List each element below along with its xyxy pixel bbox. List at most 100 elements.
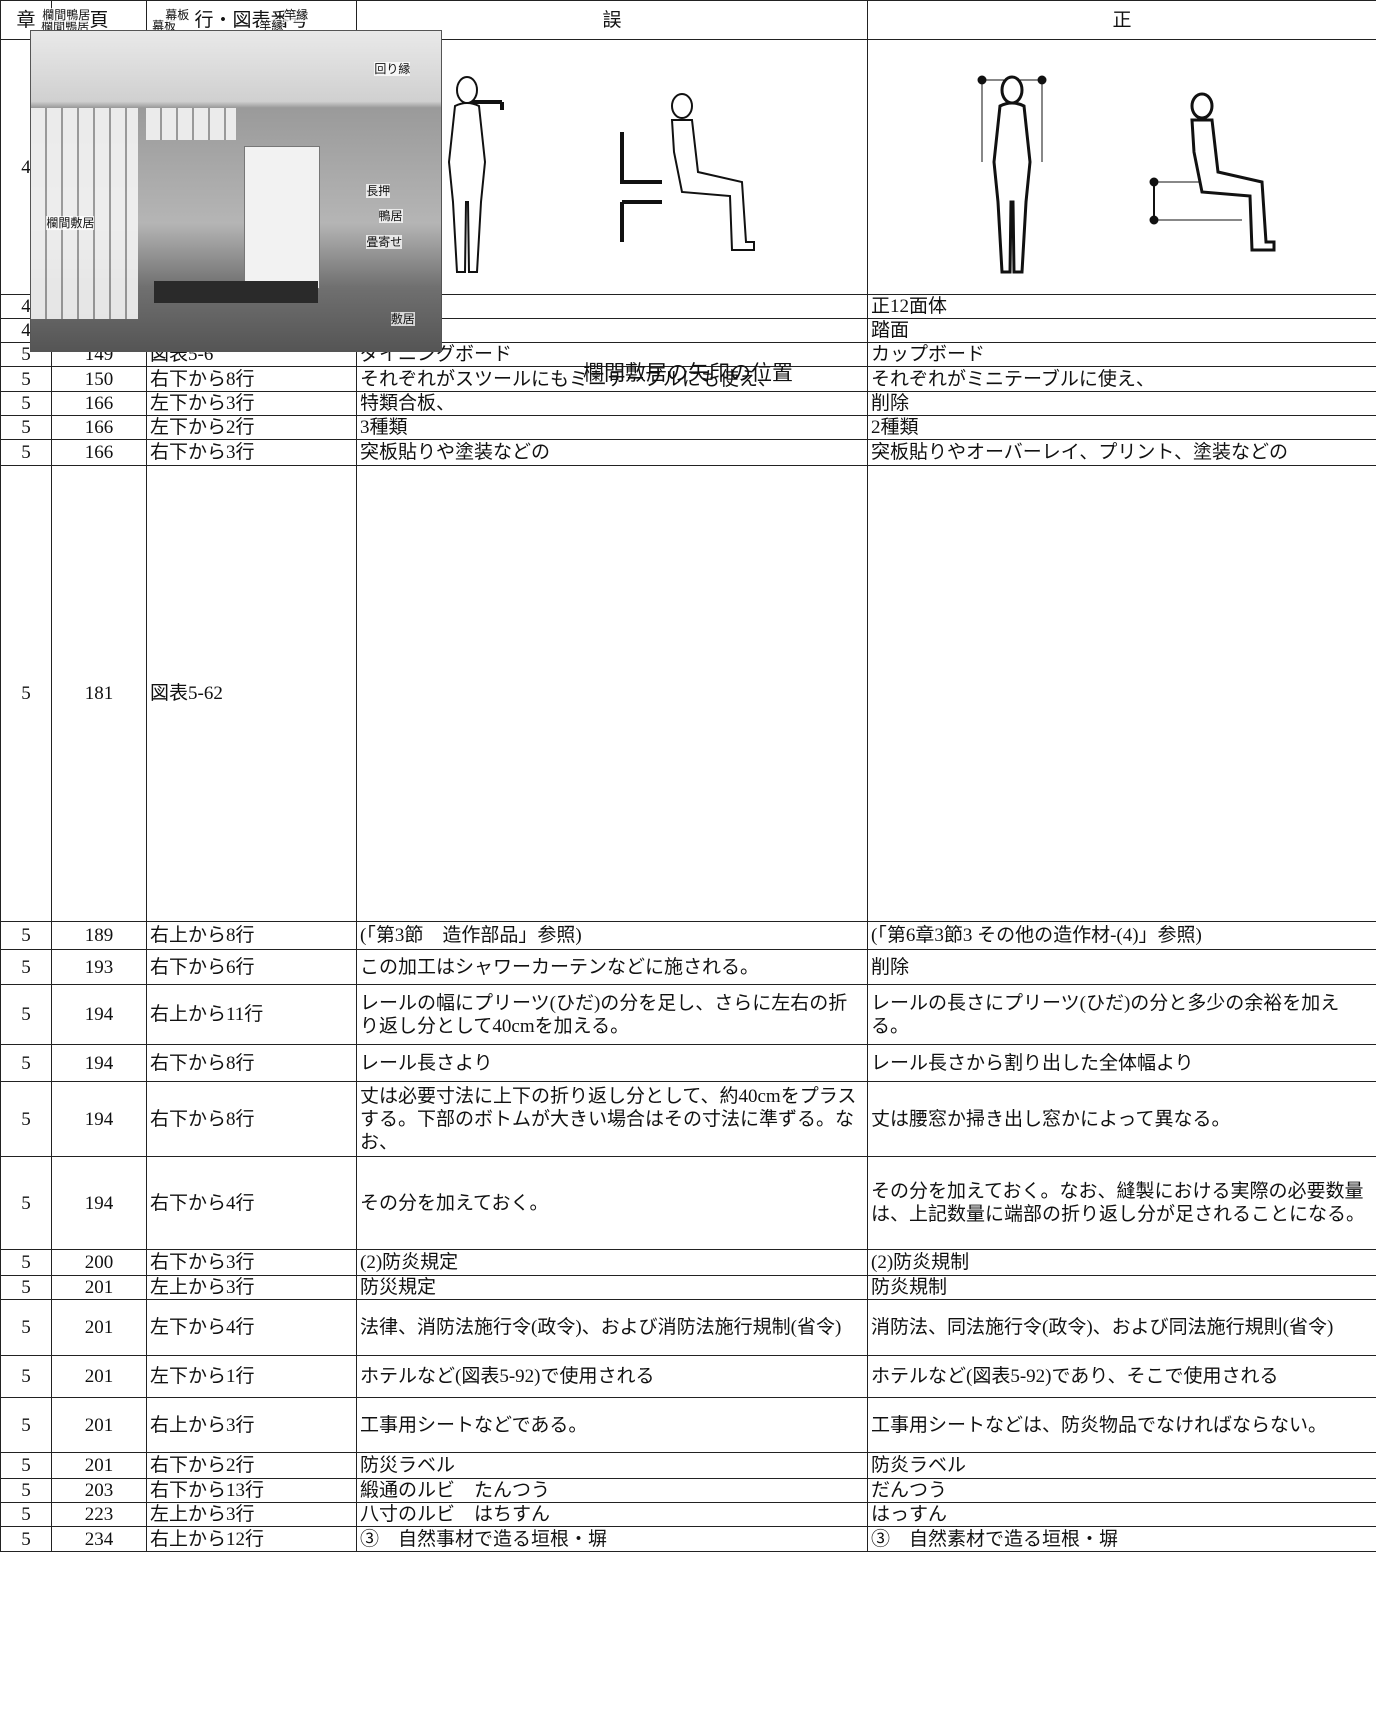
line-cell: 左下から2行 xyxy=(146,415,357,440)
wrong-cell: 防災規定 xyxy=(356,1275,868,1300)
line-cell: 左下から4行 xyxy=(146,1299,357,1356)
correct-cell: 突板貼りやオーバーレイ、プリント、塗装などの xyxy=(867,439,1376,466)
wrong-cell: 緞通のルビ たんつう xyxy=(356,1478,868,1503)
correct-cell: それぞれがミニテーブルに使え、 xyxy=(867,366,1376,392)
table-row: 5 203 右下から13行 緞通のルビ たんつう だんつう xyxy=(0,1478,1376,1503)
correct-cell: 防炎規制 xyxy=(867,1275,1376,1300)
chapter-cell: 5 xyxy=(0,1156,52,1250)
table-row: 5 194 右下から8行 レール長さより レール長さから割り出した全体幅より xyxy=(0,1044,1376,1082)
line-cell: 左下から1行 xyxy=(146,1355,357,1398)
wrong-cell: ③ 自然事材で造る垣根・塀 xyxy=(356,1526,868,1552)
wrong-cell: この加工はシャワーカーテンなどに施される。 xyxy=(356,949,868,985)
correct-cell: 削除 xyxy=(867,391,1376,416)
page-cell: 203 xyxy=(51,1478,147,1503)
page-cell: 201 xyxy=(51,1299,147,1356)
correct-cell: 2種類 xyxy=(867,415,1376,440)
line-cell: 右上から3行 xyxy=(146,1397,357,1453)
table-row: 5 166 右下から3行 突板貼りや塗装などの 突板貼りやオーバーレイ、プリント、塗装な… xyxy=(0,439,1376,466)
wrong-figure-cell: 欄間鴨居幕板竿縁回り縁長押鴨居畳寄せ敷居欄間敷居欄間敷居の矢印の位置 xyxy=(30,19,868,922)
page-cell: 201 xyxy=(51,1452,147,1479)
table-row: 5 194 右上から11行 レールの幅にプリーツ(ひだ)の分を足し、さらに左右の折り返… xyxy=(0,984,1376,1045)
wrong-cell: 3種類 xyxy=(356,415,868,440)
correct-cell: 工事用シートなどは、防炎物品でなければならない。 xyxy=(867,1397,1376,1453)
table-row: 5 150 右下から8行 それぞれがスツールにもミニテーブルにも使え、 それぞれがミニテ… xyxy=(0,366,1376,392)
table-row: 5 166 左下から2行 3種類 2種類 xyxy=(0,415,1376,440)
line-cell: 右下から8行 xyxy=(146,1044,357,1082)
line-cell: 図表5-62 xyxy=(146,465,357,922)
table-row: 5 201 右下から2行 防災ラベル 防炎ラベル xyxy=(0,1452,1376,1479)
chapter-cell: 5 xyxy=(0,1355,52,1398)
correct-cell: 正12面体 xyxy=(867,294,1376,319)
correct-cell: カップボード xyxy=(867,342,1376,367)
page-cell: 181 xyxy=(51,465,147,922)
correct-cell: 防炎ラベル xyxy=(867,1452,1376,1479)
chapter-cell: 5 xyxy=(0,415,52,440)
wrong-cell: その分を加えておく。 xyxy=(356,1156,868,1250)
table-row: 5 201 左上から3行 防災規定 防炎規制 xyxy=(0,1275,1376,1300)
wrong-cell: 工事用シートなどである。 xyxy=(356,1397,868,1453)
line-cell: 右上から8行 xyxy=(146,921,357,950)
line-cell: 右上から11行 xyxy=(146,984,357,1045)
table-row: 5 189 右上から8行 (「第3節 造作部品」参照) (「第6章3節3 その他の造作材… xyxy=(0,921,1376,950)
table-body: 471図表4-4 497図表4-54正11面体正12面体4113右下から5行蹴面… xyxy=(0,7,1376,1552)
correct-cell: だんつう xyxy=(867,1478,1376,1503)
correct-cell: 消防法、同法施行令(政令)、および同法施行規則(省令) xyxy=(867,1299,1376,1356)
page-cell: 201 xyxy=(51,1355,147,1398)
page-cell: 194 xyxy=(51,1156,147,1250)
wrong-cell: レール長さより xyxy=(356,1044,868,1082)
line-cell: 右下から13行 xyxy=(146,1478,357,1503)
correct-cell: (2)防炎規制 xyxy=(867,1249,1376,1276)
correct-cell: 丈は腰窓か掃き出し窓かによって異なる。 xyxy=(867,1081,1376,1157)
page-cell: 193 xyxy=(51,949,147,985)
line-cell: 右下から4行 xyxy=(146,1156,357,1250)
wrong-cell: 特類合板、 xyxy=(356,391,868,416)
page-cell: 201 xyxy=(51,1397,147,1453)
chapter-cell: 5 xyxy=(0,921,52,950)
chapter-cell: 5 xyxy=(0,1044,52,1082)
page-cell: 201 xyxy=(51,1275,147,1300)
correct-cell: ③ 自然素材で造る垣根・塀 xyxy=(867,1526,1376,1552)
table-row: 5 201 左下から1行 ホテルなど(図表5-92)で使用される ホテルなど(図表5-9… xyxy=(0,1355,1376,1398)
correct-cell: その分を加えておく。なお、縫製における実際の必要数量は、上記数量に端部の折り返し… xyxy=(867,1156,1376,1250)
page-cell: 194 xyxy=(51,1081,147,1157)
line-cell: 右下から2行 xyxy=(146,1452,357,1479)
chapter-cell: 5 xyxy=(0,1502,52,1527)
line-cell: 左下から3行 xyxy=(146,391,357,416)
wrong-cell: 丈は必要寸法に上下の折り返し分として、約40cmをプラスする。下部のボトムが大き… xyxy=(356,1081,868,1157)
chapter-cell: 5 xyxy=(0,439,52,466)
page-cell: 189 xyxy=(51,921,147,950)
chapter-cell: 5 xyxy=(0,949,52,985)
chapter-cell: 5 xyxy=(0,1452,52,1479)
chapter-cell: 5 xyxy=(0,1249,52,1276)
page-cell: 223 xyxy=(51,1502,147,1527)
chapter-cell: 5 xyxy=(0,1397,52,1453)
wrong-cell: それぞれがスツールにもミニテーブルにも使え、 xyxy=(356,366,868,392)
correct-cell: はっすん xyxy=(867,1502,1376,1527)
wrong-cell: 突板貼りや塗装などの xyxy=(356,439,868,466)
correct-cell: 踏面 xyxy=(867,318,1376,343)
chapter-cell: 5 xyxy=(0,1526,52,1552)
chapter-cell: 5 xyxy=(0,391,52,416)
human-figure-illustration xyxy=(977,75,1276,274)
table-row: 5 194 右下から8行 丈は必要寸法に上下の折り返し分として、約40cmをプラスする… xyxy=(0,1081,1376,1157)
chapter-cell: 5 xyxy=(0,1478,52,1503)
correct-cell: (「第6章3節3 その他の造作材-(4)」参照) xyxy=(867,921,1376,950)
wrong-cell: 法律、消防法施行令(政令)、および消防法施行規制(省令) xyxy=(356,1299,868,1356)
wrong-cell: (2)防炎規定 xyxy=(356,1249,868,1276)
chapter-cell: 5 xyxy=(0,465,52,922)
line-cell: 左上から3行 xyxy=(146,1275,357,1300)
table-row: 5 201 左下から4行 法律、消防法施行令(政令)、および消防法施行規制(省令) 消防… xyxy=(0,1299,1376,1356)
page-cell: 234 xyxy=(51,1526,147,1552)
figure: 欄間鴨居幕板竿縁回り縁長押鴨居畳寄せ敷居欄間敷居欄間敷居の矢印の位置 xyxy=(30,19,793,899)
page-cell: 166 xyxy=(51,439,147,466)
human-figure-illustration xyxy=(410,76,755,273)
correct-cell: ホテルなど(図表5-92)であり、そこで使用される xyxy=(867,1355,1376,1398)
table-row: 5 201 右上から3行 工事用シートなどである。 工事用シートなどは、防炎物品でなけれ… xyxy=(0,1397,1376,1453)
table-row: 5 166 左下から3行 特類合板、 削除 xyxy=(0,391,1376,416)
chapter-cell: 5 xyxy=(0,1081,52,1157)
line-cell: 右下から6行 xyxy=(146,949,357,985)
correct-cell: 削除 xyxy=(867,949,1376,985)
figure: 欄間鴨居 幕板 竿縁 回り縁 長押 鴨居 畳寄せ 敷居 欄間敷居 xyxy=(30,7,1341,884)
table-row: 5 234 右上から12行 ③ 自然事材で造る垣根・塀 ③ 自然素材で造る垣根・塀 xyxy=(0,1526,1376,1552)
page-cell: 166 xyxy=(51,415,147,440)
